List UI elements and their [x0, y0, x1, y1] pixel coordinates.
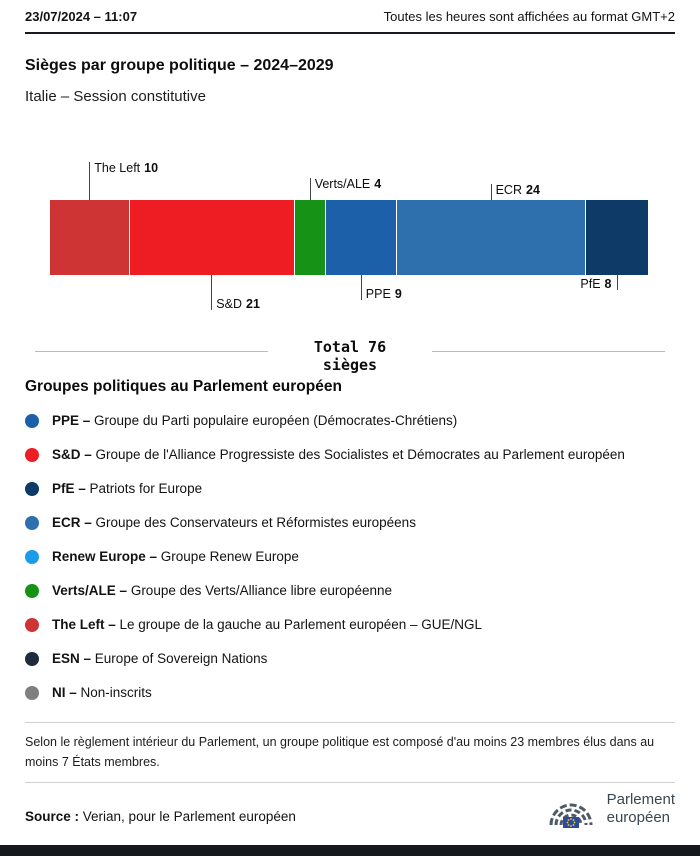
callout-label-ecr: ECR 24	[495, 183, 540, 197]
callout-label-ppe: PPE 9	[365, 287, 402, 301]
footnote-bottom-divider	[25, 782, 675, 783]
legend-color-dot	[25, 651, 39, 666]
total-line1: Total 76	[313, 338, 387, 356]
total-line2: sièges	[322, 356, 378, 374]
legend-color-dot	[25, 447, 39, 462]
callout-line-ecr	[490, 184, 492, 200]
callout-line-s-d	[211, 275, 213, 310]
legend-item-ecr: ECR – Groupe des Conservateurs et Réform…	[25, 514, 675, 531]
callout-label-s-d: S&D 21	[216, 297, 260, 311]
callout-line-pfe	[616, 275, 618, 290]
bar-segment-the-left[interactable]	[50, 200, 129, 275]
ep-logo-text: Parlement européen	[607, 791, 675, 827]
legend-color-dot	[25, 481, 39, 496]
footnote: Selon le règlement intérieur du Parlemen…	[25, 735, 655, 769]
group-abbr: ECR –	[52, 515, 92, 530]
legend-color-dot	[25, 549, 39, 564]
ep-logo-line1: Parlement	[606, 791, 675, 808]
group-desc: Europe of Sovereign Nations	[94, 651, 268, 666]
group-abbr: S&D –	[52, 447, 92, 462]
group-desc: Groupe des Conservateurs et Réformistes …	[95, 515, 416, 530]
callout-label-pfe: PfE 8	[580, 277, 612, 291]
group-desc: Groupe Renew Europe	[160, 549, 299, 564]
source-line: Source : Verian, pour le Parlement europ…	[25, 809, 296, 824]
group-desc: Patriots for Europe	[89, 481, 203, 496]
group-abbr: Verts/ALE –	[52, 583, 128, 598]
callout-line-ppe	[360, 275, 362, 300]
group-abbr: PPE –	[52, 413, 91, 428]
group-abbr: ESN –	[52, 651, 92, 666]
header-divider	[25, 32, 675, 34]
legend-item-the-left: The Left – Le groupe de la gauche au Par…	[25, 616, 675, 633]
group-desc: Le groupe de la gauche au Parlement euro…	[119, 617, 483, 632]
seats-chart: The Left 10 S&D 21 Verts/ALE 4 PPE 9 ECR 24 PfE 8	[0, 150, 700, 320]
legend-item-renew: Renew Europe – Groupe Renew Europe	[25, 548, 675, 565]
group-desc: Groupe des Verts/Alliance libre européen…	[130, 583, 392, 598]
total-seats-label: Total 76 sièges	[268, 338, 432, 374]
footer-bar	[0, 845, 700, 856]
footnote-top-divider	[25, 722, 675, 723]
legend-heading: Groupes politiques au Parlement européen	[25, 378, 342, 395]
legend-color-dot	[25, 617, 39, 632]
bar-segment-ecr[interactable]	[396, 200, 585, 275]
legend-color-dot	[25, 583, 39, 598]
legend-list: PPE – Groupe du Parti populaire européen…	[25, 412, 675, 701]
timezone-note: Toutes les heures sont affichées au form…	[383, 9, 675, 24]
group-desc: Groupe de l'Alliance Progressiste des So…	[95, 447, 625, 462]
legend-item-ppe: PPE – Groupe du Parti populaire européen…	[25, 412, 675, 429]
source-text: Verian, pour le Parlement européen	[82, 809, 296, 824]
total-right-rule	[432, 351, 665, 352]
group-abbr: NI –	[52, 685, 77, 700]
group-abbr: Renew Europe –	[52, 549, 158, 564]
header-datetime: 23/07/2024 – 11:07	[25, 9, 138, 24]
group-abbr: The Left –	[52, 617, 116, 632]
page-subtitle: Italie – Session constitutive	[25, 88, 206, 105]
legend-color-dot	[25, 413, 39, 428]
total-left-rule	[35, 351, 268, 352]
bottom-row: Source : Verian, pour le Parlement europ…	[25, 783, 675, 837]
legend-color-dot	[25, 685, 39, 700]
bar-segment-ppe[interactable]	[325, 200, 397, 275]
total-seats: Total 76 sièges	[35, 338, 665, 374]
callout-line-the-left	[89, 162, 91, 200]
bar-segment-verts-ale[interactable]	[293, 200, 326, 275]
callout-line-verts-ale	[309, 178, 311, 200]
legend-item-esn: ESN – Europe of Sovereign Nations	[25, 650, 675, 667]
group-abbr: PfE –	[52, 481, 86, 496]
source-label: Source :	[25, 809, 80, 824]
legend-item-sd: S&D – Groupe de l'Alliance Progressiste …	[25, 446, 675, 463]
group-desc: Groupe du Parti populaire européen (Démo…	[94, 413, 458, 428]
page-title: Sièges par groupe politique – 2024–2029	[25, 57, 334, 74]
callout-label-the-left: The Left 10	[94, 161, 159, 175]
legend-item-pfe: PfE – Patriots for Europe	[25, 480, 675, 497]
callout-label-verts-ale: Verts/ALE 4	[314, 177, 382, 191]
page-header: 23/07/2024 – 11:07 Toutes les heures son…	[0, 0, 700, 32]
bar-segment-pfe[interactable]	[585, 200, 648, 275]
ep-logo: Parlement européen	[543, 787, 675, 831]
legend-item-verts-ale: Verts/ALE – Groupe des Verts/Alliance li…	[25, 582, 675, 599]
ep-logo-line2: européen	[606, 809, 671, 826]
legend-color-dot	[25, 515, 39, 530]
group-desc: Non-inscrits	[80, 685, 152, 700]
legend-item-ni: NI – Non-inscrits	[25, 684, 675, 701]
parliament-hemicycle-icon	[549, 803, 593, 828]
eu-flag-icon	[562, 817, 579, 828]
bar-segment-s-d[interactable]	[128, 200, 294, 275]
